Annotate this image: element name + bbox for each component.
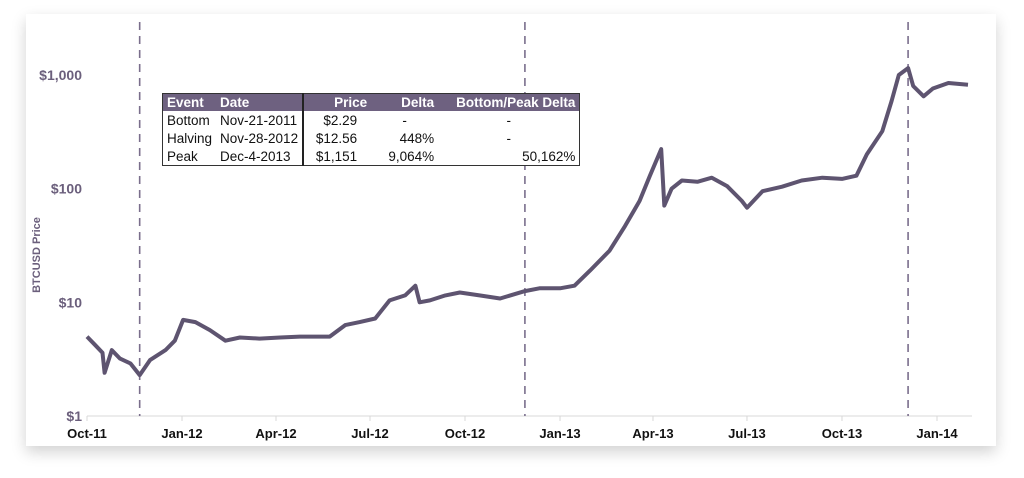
cell-price: $2.29 <box>323 112 358 128</box>
x-tick-label: Jul-13 <box>728 426 766 441</box>
x-tick-label: Oct-12 <box>445 426 485 441</box>
cell-event: Halving <box>167 130 213 146</box>
header-delta: Delta <box>371 93 439 111</box>
cell-date: Dec-4-2013 <box>216 147 305 166</box>
cell-price: $1,151 <box>315 148 358 164</box>
table-header-row: Event Date Price Delta Bottom/Peak Delta <box>162 93 580 111</box>
y-axis-label: BTCUSD Price <box>31 217 43 293</box>
cell-price: $12.56 <box>315 130 358 146</box>
table-row: Peak Dec-4-2013 $1,151 9,064% 50,162% <box>163 147 580 166</box>
price-series-line <box>85 66 969 378</box>
cell-delta: 9,064% <box>388 148 435 164</box>
y-tick-label: $100 <box>51 181 82 197</box>
x-tick-label: Oct-13 <box>822 426 862 441</box>
y-tick-label: $1,000 <box>39 67 82 83</box>
cell-delta: 448% <box>399 130 435 146</box>
table-row: Halving Nov-28-2012 $12.56 448% - <box>163 129 580 147</box>
cell-event: Bottom <box>167 112 210 128</box>
cell-date: Nov-28-2012 <box>216 129 305 147</box>
table-row: Bottom Nov-21-2011 $2.29 - - <box>163 111 580 129</box>
chart-card <box>26 14 996 446</box>
cell-date: Nov-21-2011 <box>216 111 305 129</box>
cell-bp-delta: 50,162% <box>522 148 576 164</box>
events-table: Event Date Price Delta Bottom/Peak Delta… <box>162 93 581 166</box>
cell-delta: - <box>402 112 407 128</box>
cell-bp-delta: - <box>506 112 512 128</box>
cell-event: Peak <box>167 148 198 164</box>
header-bottom-peak-delta: Bottom/Peak Delta <box>438 93 580 111</box>
header-event: Event <box>162 93 217 111</box>
cell-bp-delta: - <box>506 130 512 146</box>
x-tick-label: Jul-12 <box>351 426 389 441</box>
x-tick-label: Jan-12 <box>161 426 202 441</box>
x-tick-label: Oct-11 <box>67 426 107 441</box>
x-tick-label: Jan-13 <box>539 426 580 441</box>
header-price: Price <box>303 93 372 111</box>
x-tick-label: Jan-14 <box>916 426 958 441</box>
header-date: Date <box>216 93 305 111</box>
x-tick-label: Apr-12 <box>255 426 296 441</box>
x-tick-label: Apr-13 <box>632 426 673 441</box>
y-tick-label: $10 <box>59 294 83 310</box>
y-tick-label: $1 <box>66 408 82 424</box>
